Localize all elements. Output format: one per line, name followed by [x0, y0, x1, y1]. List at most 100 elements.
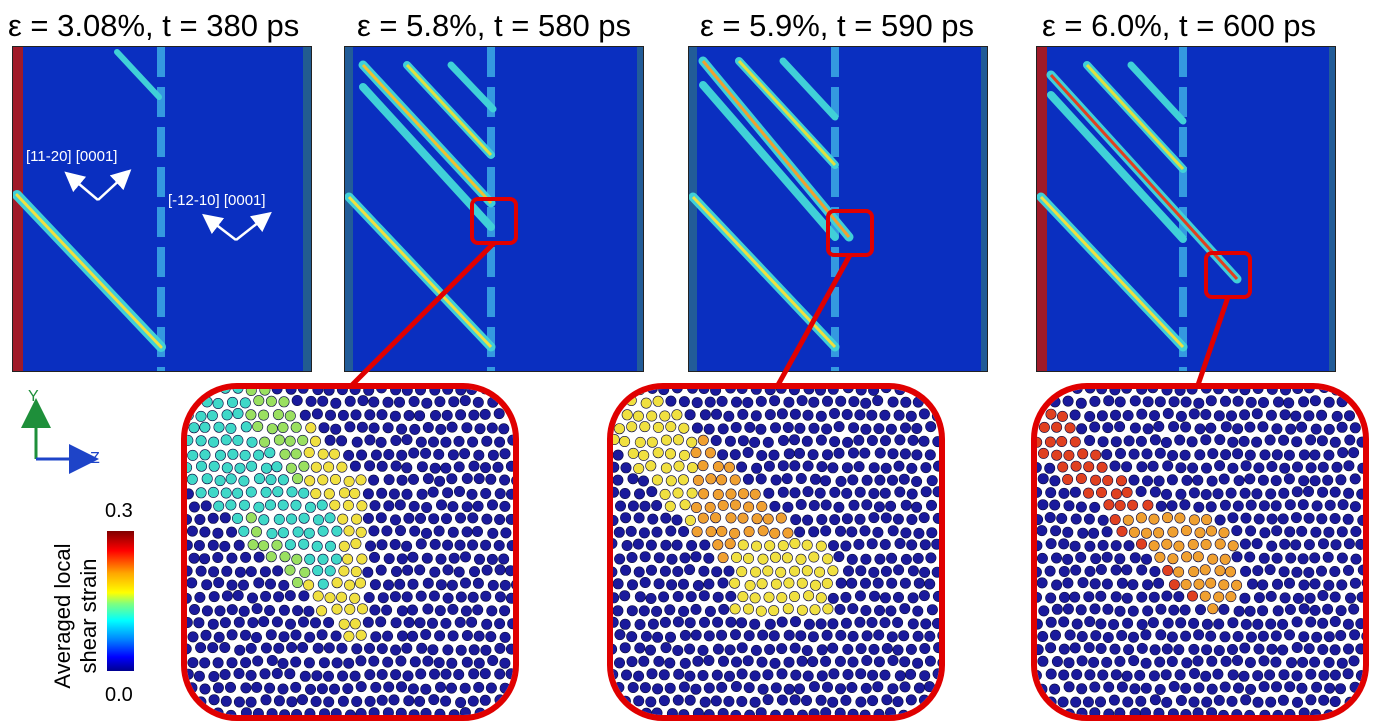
atom: [1168, 421, 1180, 433]
atom: [1114, 396, 1126, 408]
atom: [781, 473, 793, 485]
atom: [304, 631, 316, 643]
atom: [446, 473, 458, 485]
atom: [664, 657, 676, 669]
atom: [1095, 643, 1107, 655]
atom: [238, 605, 250, 617]
atom: [710, 512, 722, 524]
atom: [1348, 447, 1360, 459]
atom: [1277, 618, 1289, 630]
atom: [926, 604, 938, 616]
atom: [260, 642, 272, 654]
atom: [422, 577, 434, 589]
atom: [892, 591, 904, 603]
atom: [499, 396, 511, 408]
atom: [755, 707, 767, 715]
atom: [652, 421, 664, 433]
atom: [375, 436, 387, 448]
atom: [1271, 449, 1283, 461]
atom: [672, 644, 684, 656]
atom: [1174, 389, 1186, 396]
atom: [1239, 592, 1251, 604]
atom: [828, 668, 840, 680]
atom: [627, 579, 638, 591]
atom: [291, 553, 303, 565]
atom: [390, 434, 402, 446]
atom: [1109, 460, 1121, 472]
atom: [860, 682, 872, 694]
atom: [212, 398, 224, 409]
atom: [1129, 683, 1141, 695]
atom: [377, 592, 389, 604]
atom: [1245, 631, 1257, 643]
atom: [816, 670, 828, 682]
atom: [368, 474, 380, 486]
atom: [690, 629, 702, 641]
atom: [1227, 462, 1239, 474]
atom: [613, 707, 624, 715]
atom: [821, 629, 833, 641]
atom: [368, 422, 380, 434]
atom: [1077, 448, 1089, 460]
atom: [201, 579, 213, 591]
atom: [1135, 695, 1147, 707]
atom: [880, 389, 892, 394]
atom: [626, 421, 638, 433]
atom: [225, 422, 237, 434]
atom: [1258, 655, 1270, 667]
atom: [414, 695, 426, 707]
atom: [887, 396, 899, 408]
atom: [232, 590, 244, 602]
atom: [678, 578, 690, 590]
atom: [376, 389, 387, 394]
atom: [1330, 539, 1342, 551]
atom: [1264, 564, 1276, 576]
atom: [258, 514, 270, 526]
atom: [886, 474, 898, 486]
atom: [1136, 538, 1148, 550]
atom: [768, 630, 780, 642]
atom: [485, 473, 497, 485]
atom: [705, 526, 717, 538]
atom: [1064, 422, 1076, 434]
atom: [364, 695, 376, 707]
atom: [1284, 709, 1296, 715]
atom: [1116, 630, 1128, 642]
atom: [737, 435, 749, 447]
atom: [1149, 644, 1161, 656]
atom: [487, 449, 499, 461]
atom: [1186, 436, 1198, 448]
atom: [312, 590, 324, 602]
atom: [1173, 566, 1185, 578]
atom: [362, 512, 374, 524]
atom: [240, 551, 252, 563]
atom: [879, 669, 891, 681]
atom: [854, 616, 866, 628]
atom: [1141, 527, 1153, 539]
atom: [368, 396, 380, 408]
atom: [918, 590, 930, 602]
atom: [1297, 656, 1309, 668]
atom: [292, 605, 304, 617]
atom: [1232, 423, 1244, 435]
atom: [226, 604, 238, 616]
atom: [219, 512, 231, 524]
atom: [652, 631, 664, 643]
atom: [633, 566, 645, 578]
atom: [351, 436, 363, 448]
atom: [703, 682, 715, 694]
atom: [1220, 395, 1232, 407]
atom: [1233, 475, 1245, 487]
atom: [240, 707, 252, 715]
atom: [1323, 423, 1335, 435]
atom: [350, 409, 362, 421]
atom: [1206, 707, 1218, 715]
atom: [279, 709, 291, 715]
atom: [472, 577, 484, 589]
atom: [1142, 423, 1154, 435]
atom: [907, 565, 919, 577]
atom: [919, 539, 931, 551]
atom: [1044, 512, 1056, 524]
atom: [619, 695, 631, 707]
atom: [716, 681, 728, 693]
